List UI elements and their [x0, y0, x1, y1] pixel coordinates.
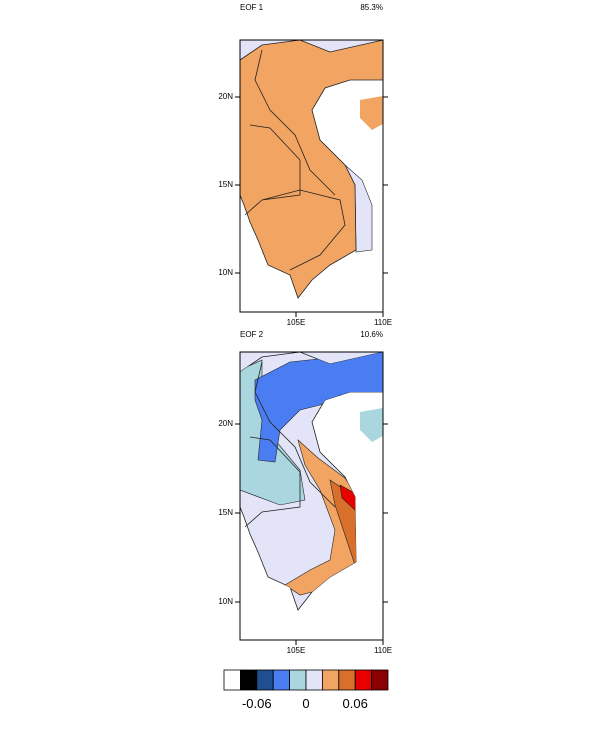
island — [360, 96, 383, 130]
lon-label: 105E — [287, 318, 306, 327]
variance: 85.3% — [360, 3, 383, 12]
region — [254, 352, 383, 463]
color-swatch — [305, 669, 323, 691]
lat-label: 15N — [218, 508, 233, 517]
panel-1: EOF 1 85.3% 20N 15N 10N 105E 110E — [218, 3, 392, 327]
lat-label: 20N — [218, 419, 233, 428]
color-swatch — [239, 669, 258, 691]
color-swatch — [338, 669, 356, 691]
variance: 10.6% — [360, 330, 383, 339]
colorbar: -0.06 0 0.06 — [223, 669, 389, 711]
colorbar-label: 0 — [302, 696, 309, 711]
color-swatch — [223, 669, 241, 691]
colorbar-label: -0.06 — [242, 696, 272, 711]
lon-label: 110E — [374, 318, 392, 327]
lon-label: 105E — [287, 646, 306, 655]
panel-2: EOF 2 10.6% 20N 15N 10N 105E 110E — [218, 330, 392, 655]
island — [360, 408, 383, 442]
lon-label: 110E — [374, 646, 392, 655]
color-swatch — [354, 669, 373, 691]
panel-title: EOF 1 — [240, 3, 264, 12]
color-swatch — [272, 669, 291, 691]
color-swatch — [289, 669, 307, 691]
borders — [244, 361, 336, 528]
frame — [239, 39, 384, 313]
lat-label: 20N — [218, 92, 233, 101]
color-swatch — [371, 669, 389, 691]
borders — [244, 49, 346, 271]
lat-label: 10N — [218, 268, 233, 277]
frame — [239, 351, 384, 641]
lat-label: 15N — [218, 180, 233, 189]
color-swatch — [321, 669, 340, 691]
panel-title: EOF 2 — [240, 330, 264, 339]
color-swatch — [256, 669, 274, 691]
lat-label: 10N — [218, 597, 233, 606]
colorbar-label: 0.06 — [343, 696, 368, 711]
